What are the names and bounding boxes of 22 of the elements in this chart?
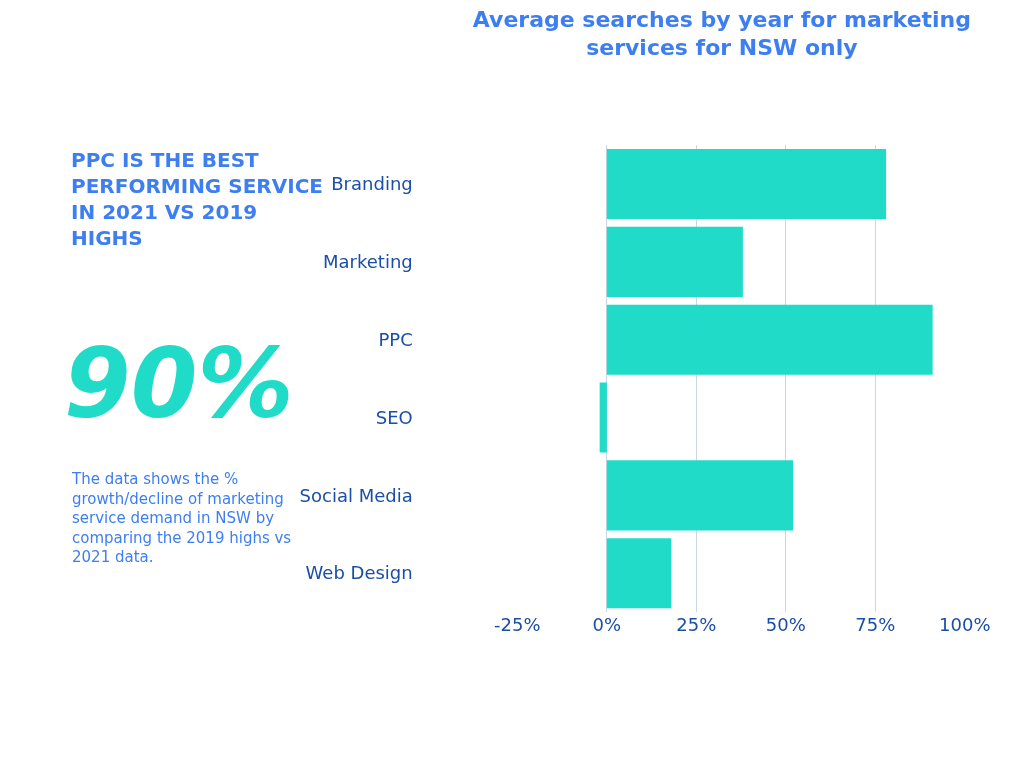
bar: [606, 538, 672, 609]
y-tick-label: Marketing: [323, 251, 413, 273]
y-tick-label: Social Media: [299, 484, 413, 506]
bar: [606, 149, 887, 220]
bar: [606, 226, 743, 297]
x-tick-label: 50%: [765, 614, 806, 636]
text: The data shows the % growth/decline of marketing service demand in NSW by comparing the 2019 highs vs 2021 data.: [71, 470, 292, 566]
x-tick-label: 75%: [855, 614, 896, 636]
bar: [606, 460, 794, 531]
bar: [599, 382, 607, 453]
chart-title: Average searches by year for marketing services for NSW only: [472, 6, 972, 61]
x-tick-label: 0%: [592, 614, 622, 636]
y-tick-label: Web Design: [305, 562, 413, 584]
y-tick-label: PPC: [378, 329, 413, 351]
y-tick-label: Branding: [331, 173, 413, 195]
text: 90%: [64, 328, 294, 440]
x-tick-label: 100%: [939, 614, 991, 636]
text: PPC IS THE BEST PERFORMING SERVICE IN 2021 VS 2019 HIGHS: [71, 148, 323, 250]
x-tick-label: -25%: [494, 614, 541, 636]
x-tick-label: 25%: [676, 614, 717, 636]
y-tick-label: SEO: [375, 406, 413, 428]
bar: [606, 304, 933, 375]
